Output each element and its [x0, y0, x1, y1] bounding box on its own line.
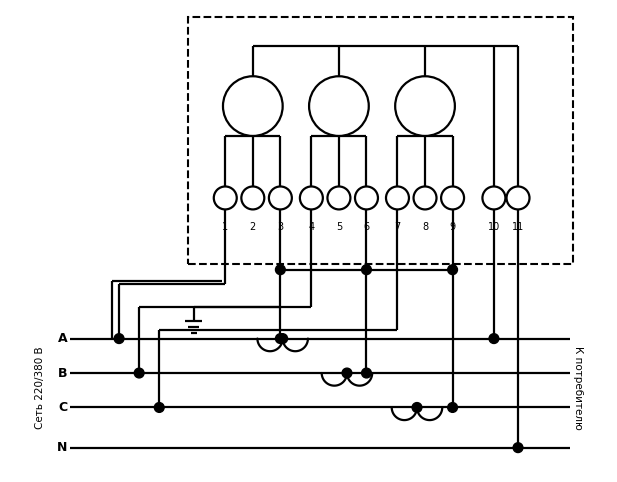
Circle shape: [448, 402, 457, 412]
Text: 1: 1: [222, 222, 228, 232]
Text: Сеть 220/380 В: Сеть 220/380 В: [35, 346, 46, 428]
Circle shape: [395, 76, 455, 136]
Circle shape: [413, 187, 436, 209]
Circle shape: [441, 187, 464, 209]
Circle shape: [328, 187, 350, 209]
Circle shape: [278, 334, 288, 344]
Circle shape: [513, 443, 523, 453]
Text: 11: 11: [512, 222, 524, 232]
Text: 8: 8: [422, 222, 428, 232]
Text: 10: 10: [488, 222, 500, 232]
Circle shape: [309, 76, 369, 136]
Circle shape: [276, 265, 285, 275]
Circle shape: [213, 187, 237, 209]
Circle shape: [489, 334, 499, 344]
Circle shape: [276, 334, 285, 344]
Circle shape: [448, 265, 457, 275]
Text: N: N: [57, 441, 67, 454]
Circle shape: [412, 402, 422, 412]
Circle shape: [114, 334, 124, 344]
Text: 6: 6: [363, 222, 370, 232]
Circle shape: [355, 187, 378, 209]
Circle shape: [362, 368, 371, 378]
Circle shape: [482, 187, 505, 209]
Text: 4: 4: [308, 222, 315, 232]
Text: A: A: [58, 332, 67, 345]
Circle shape: [362, 265, 371, 275]
Circle shape: [154, 402, 164, 412]
Text: 7: 7: [394, 222, 400, 232]
Circle shape: [269, 187, 292, 209]
Text: К потребителю: К потребителю: [573, 346, 583, 429]
Text: B: B: [58, 366, 67, 379]
Text: 3: 3: [277, 222, 283, 232]
Text: 2: 2: [250, 222, 256, 232]
Text: 9: 9: [450, 222, 455, 232]
Circle shape: [300, 187, 323, 209]
Circle shape: [135, 368, 144, 378]
Circle shape: [342, 368, 352, 378]
Text: C: C: [58, 401, 67, 414]
Text: 5: 5: [336, 222, 342, 232]
Circle shape: [223, 76, 283, 136]
Circle shape: [507, 187, 529, 209]
Circle shape: [241, 187, 264, 209]
Circle shape: [386, 187, 409, 209]
